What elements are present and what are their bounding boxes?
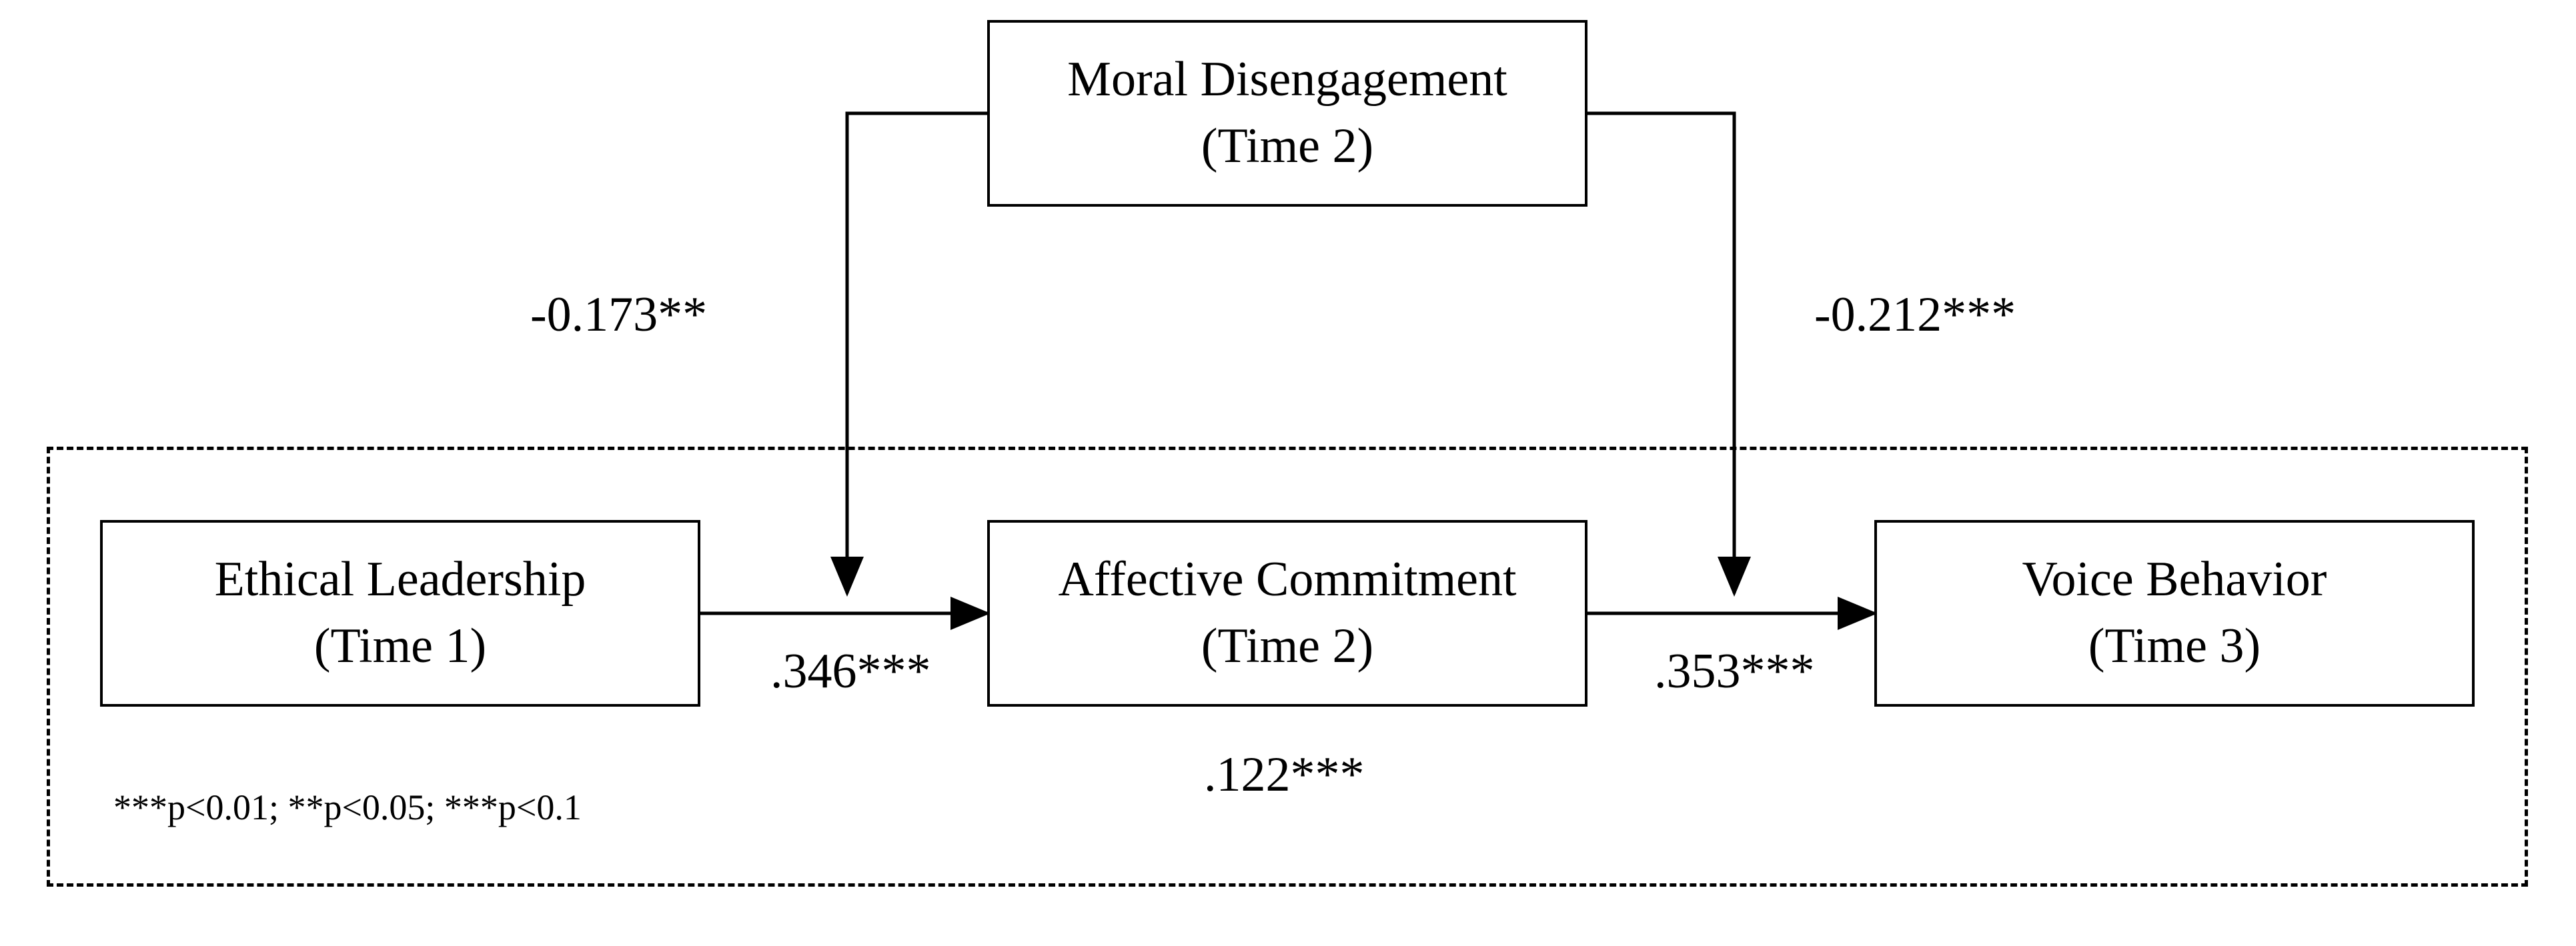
path-label-el-ac: .346***	[770, 643, 931, 700]
node-title: Voice Behavior	[2022, 547, 2327, 613]
node-title: Affective Commitment	[1058, 547, 1516, 613]
node-subtitle: (Time 3)	[2088, 613, 2261, 680]
node-moral-disengagement: Moral Disengagement (Time 2)	[987, 20, 1587, 207]
path-label-md-right: -0.212***	[1814, 287, 2016, 343]
significance-legend: ***p<0.01; **p<0.05; ***p<0.1	[113, 787, 582, 828]
node-subtitle: (Time 2)	[1201, 113, 1373, 180]
node-subtitle: (Time 1)	[314, 613, 486, 680]
node-subtitle: (Time 2)	[1201, 613, 1373, 680]
path-label-md-left: -0.173**	[530, 287, 707, 343]
node-affective-commitment: Affective Commitment (Time 2)	[987, 520, 1587, 707]
path-label-ac-vb: .353***	[1654, 643, 1815, 700]
node-title: Ethical Leadership	[215, 547, 586, 613]
node-ethical-leadership: Ethical Leadership (Time 1)	[100, 520, 700, 707]
node-title: Moral Disengagement	[1067, 47, 1507, 113]
node-voice-behavior: Voice Behavior (Time 3)	[1874, 520, 2475, 707]
path-label-direct: .122***	[1204, 747, 1365, 803]
